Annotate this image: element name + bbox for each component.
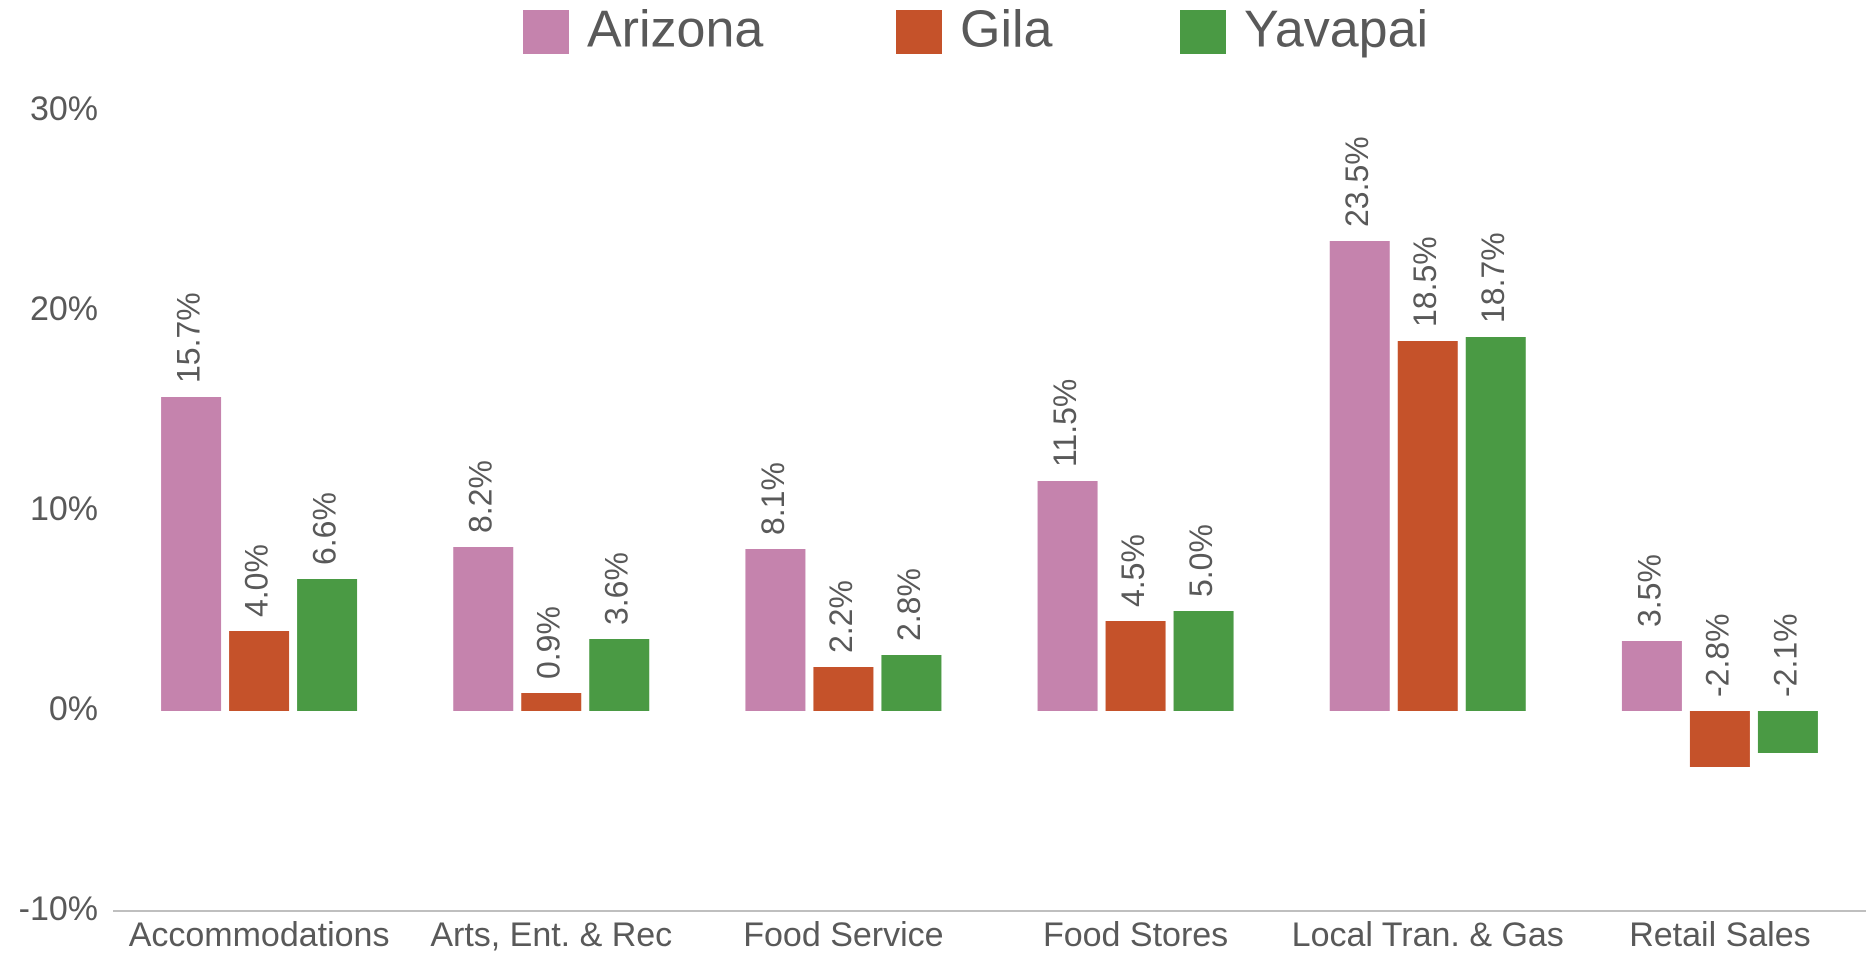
bar — [881, 655, 942, 711]
bar — [1173, 611, 1234, 711]
bar — [1105, 621, 1166, 711]
data-label: 23.5% — [1339, 136, 1375, 227]
data-label: 4.0% — [239, 544, 275, 617]
bar — [1037, 481, 1098, 711]
bar — [589, 639, 650, 711]
data-label: 8.1% — [755, 462, 791, 535]
data-label: 18.7% — [1475, 232, 1511, 323]
legend-swatch — [523, 10, 569, 54]
legend-label: Gila — [960, 1, 1053, 59]
bar — [229, 631, 290, 711]
data-label: 6.6% — [307, 492, 343, 565]
bar — [453, 547, 514, 711]
bar — [1465, 337, 1526, 711]
data-label: 0.9% — [531, 606, 567, 679]
data-label: 4.5% — [1115, 534, 1151, 607]
data-label: 5.0% — [1183, 524, 1219, 597]
legend-label: Yavapai — [1244, 1, 1428, 59]
x-tick-label: Food Service — [743, 916, 943, 954]
y-tick-label: -10% — [19, 890, 98, 928]
data-label: 15.7% — [171, 292, 207, 383]
data-label: 2.2% — [823, 580, 859, 653]
legend-swatch — [896, 10, 942, 54]
bar — [1397, 341, 1458, 711]
x-tick-label: Food Stores — [1043, 916, 1228, 954]
y-tick-label: 20% — [30, 290, 98, 328]
data-label: 2.8% — [891, 568, 927, 641]
bar — [813, 667, 874, 711]
bar — [745, 549, 806, 711]
bar — [1689, 711, 1750, 767]
bar — [1621, 641, 1682, 711]
bar — [1329, 241, 1390, 711]
y-tick-label: 10% — [30, 490, 98, 528]
data-label: -2.1% — [1767, 613, 1803, 697]
bar — [1757, 711, 1818, 753]
legend-label: Arizona — [587, 1, 763, 59]
data-label: 8.2% — [463, 460, 499, 533]
x-tick-label: Local Tran. & Gas — [1292, 916, 1564, 954]
data-label: 11.5% — [1047, 379, 1083, 467]
data-label: 18.5% — [1407, 236, 1443, 327]
y-tick-label: 30% — [30, 90, 98, 128]
bar — [521, 693, 582, 711]
data-label: 3.5% — [1631, 554, 1667, 627]
legend-swatch — [1180, 10, 1226, 54]
x-tick-label: Arts, Ent. & Rec — [430, 916, 672, 954]
y-tick-label: 0% — [49, 690, 98, 728]
x-tick-label: Retail Sales — [1629, 916, 1810, 954]
x-tick-label: Accommodations — [129, 916, 390, 954]
data-label: 3.6% — [599, 552, 635, 625]
data-label: -2.8% — [1699, 613, 1735, 697]
bar — [297, 579, 358, 711]
bar — [161, 397, 222, 711]
